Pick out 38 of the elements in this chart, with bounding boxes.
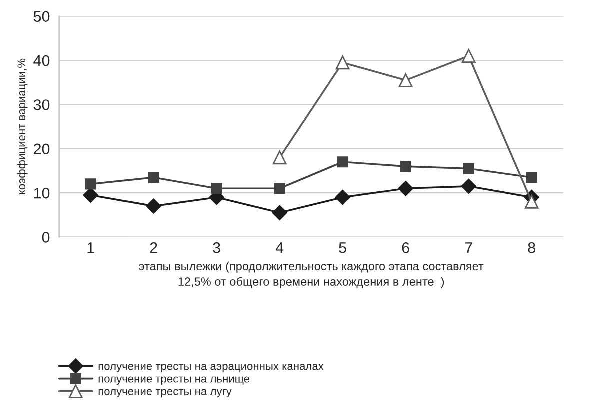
point (274, 183, 286, 194)
x-tick-label: 2 (150, 242, 158, 254)
point (337, 156, 348, 168)
point (211, 183, 222, 194)
point (146, 198, 162, 214)
point (272, 205, 288, 220)
point (336, 56, 350, 70)
y-tick-label: 10 (34, 188, 50, 199)
x-tick-label: 7 (465, 242, 472, 254)
legend-label: получение тресты на аэрационных каналах (98, 364, 324, 372)
point (85, 178, 96, 190)
point (463, 163, 474, 174)
point (398, 73, 413, 88)
point (335, 190, 350, 206)
x-tick-label: 3 (213, 242, 220, 254)
x-tick-label: 6 (402, 242, 410, 254)
y-axis-title: коэффициент вариации,% (17, 58, 28, 194)
point (272, 150, 287, 165)
x-tick-label: 8 (528, 242, 536, 254)
point (462, 49, 476, 64)
point (400, 160, 412, 172)
x-tick-label: 4 (276, 242, 284, 254)
x-tick-label: 5 (339, 242, 346, 254)
point (148, 172, 160, 184)
point (526, 172, 538, 184)
point (524, 194, 539, 209)
y-tick-label: 20 (34, 144, 50, 155)
y-tick-label: 50 (34, 11, 50, 22)
legend-label: получение тресты на льнище (98, 376, 250, 386)
point (83, 188, 98, 203)
y-tick-label: 40 (34, 55, 50, 66)
x-axis-title: этапы вылежки (продолжительность каждого этапа составляет 12,5% от общего времени нахождения в ленте ) (139, 262, 484, 288)
point (398, 181, 414, 196)
point (461, 178, 476, 194)
x-tick-label: 1 (88, 242, 94, 254)
y-tick-label: 0 (42, 232, 50, 243)
y-tick-label: 30 (34, 100, 50, 110)
legend-label: получение тресты на лугу (98, 389, 232, 398)
